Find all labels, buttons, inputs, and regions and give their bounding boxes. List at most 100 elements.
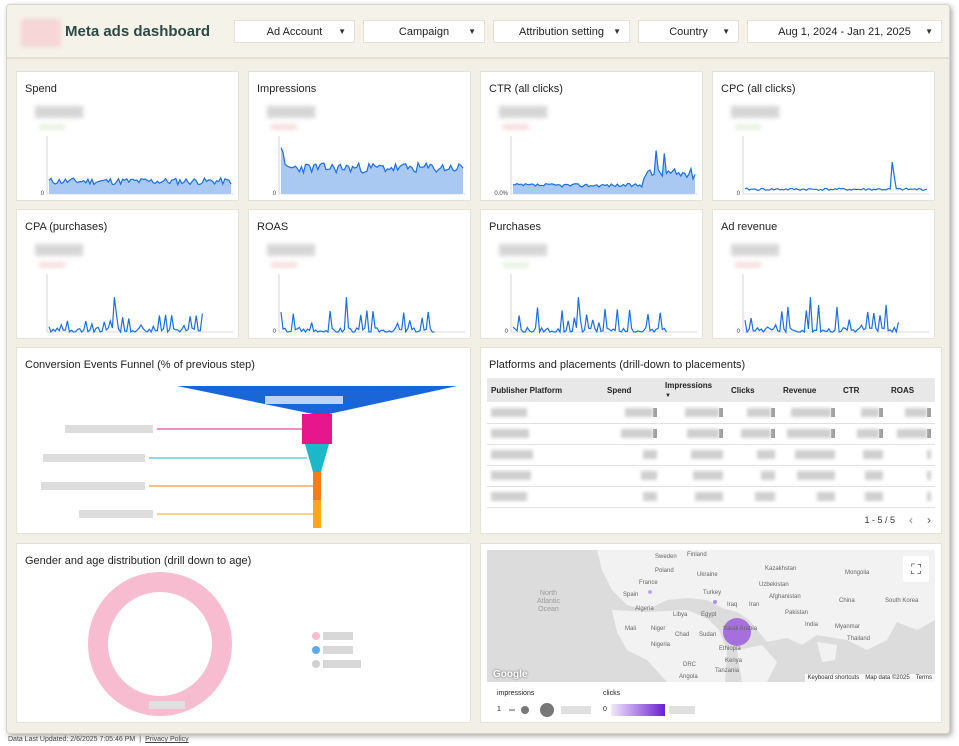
- page-title: Meta ads dashboard: [65, 23, 211, 40]
- clicks-legend-label: clicks: [603, 690, 621, 697]
- ad-account-filter[interactable]: Ad Account ▼: [234, 20, 355, 43]
- sparkline-area: [281, 147, 463, 194]
- col-revenue[interactable]: Revenue: [779, 378, 839, 402]
- map-country-label: France: [639, 580, 658, 586]
- map-country-label: Egypt: [701, 612, 717, 618]
- map-land: [487, 550, 935, 682]
- scorecard-title: Spend: [25, 83, 57, 95]
- col-impressions[interactable]: Impressions ▼: [661, 378, 727, 402]
- scorecard-value-blur: [35, 106, 83, 118]
- legend-label-1-blur: [323, 632, 353, 640]
- keyboard-shortcuts-link[interactable]: Keyboard shortcuts: [807, 675, 860, 681]
- legend-dot-1: [312, 632, 320, 640]
- col-roas[interactable]: ROAS: [887, 378, 935, 402]
- scorecard-delta-blur: [735, 124, 761, 130]
- cell-bar: [927, 407, 931, 417]
- cell-value-blur: [693, 471, 723, 481]
- map-country-label: Pakistan: [785, 610, 809, 616]
- scorecard-cpa-purchases: CPA (purchases) 01-0803-0906-1009-1111-12: [16, 209, 239, 339]
- table-row[interactable]: [487, 444, 935, 466]
- scorecard-delta-blur: [39, 124, 65, 130]
- map-country-label: Sweden: [655, 554, 677, 560]
- scorecard-spend: Spend 001-0803-0906-1009-1111-12: [16, 71, 239, 201]
- map-data-label: Map data ©2025: [865, 675, 910, 681]
- table-cell: [727, 465, 779, 487]
- map-country-label: Sudan: [699, 632, 717, 638]
- cell-bar: [831, 429, 835, 439]
- sparkline-line: [280, 297, 435, 334]
- funnel-label-2-blur: [65, 425, 153, 433]
- table-cell: [661, 444, 727, 466]
- campaign-filter[interactable]: Campaign ▼: [363, 20, 485, 43]
- map-card: North Atlantic Ocean Sweden Finland Kazakh…: [480, 543, 942, 723]
- cell-value-blur: [817, 492, 835, 502]
- privacy-policy-link[interactable]: Privacy Policy: [145, 736, 189, 743]
- dropdown-arrow-icon: ▼: [925, 27, 933, 36]
- cell-value-blur: [755, 492, 775, 502]
- legend-dot-2: [312, 646, 320, 654]
- cell-value-blur: [643, 492, 657, 502]
- table-cell: [887, 423, 935, 445]
- fullscreen-icon[interactable]: ⛶: [903, 556, 929, 582]
- map-country-label: India: [805, 622, 819, 628]
- cell-value-blur: [927, 492, 931, 502]
- cell-value-blur: [857, 429, 879, 439]
- cell-bar: [719, 407, 723, 417]
- cell-bar: [771, 407, 775, 417]
- ocean-label-line-3: Ocean: [538, 606, 559, 613]
- platforms-title: Platforms and placements (drill-down to …: [489, 359, 746, 371]
- table-cell: [727, 402, 779, 424]
- scorecard-sparkline: 001-0803-0906-1009-1111-12: [41, 136, 233, 197]
- table-row[interactable]: [487, 423, 935, 445]
- col-publisher-platform[interactable]: Publisher Platform: [487, 378, 603, 402]
- scorecard-sparkline: 001-0803-0906-1009-1111-12: [505, 274, 697, 335]
- scorecard-cpc-all-clicks: CPC (all clicks) 001-0803-0906-1009-1111-…: [712, 71, 935, 201]
- terms-link[interactable]: Terms: [915, 675, 932, 681]
- next-page-icon[interactable]: ›: [927, 513, 931, 527]
- col-spend[interactable]: Spend: [603, 378, 661, 402]
- scorecard-purchases: Purchases 001-0803-0906-1009-1111-12: [480, 209, 703, 339]
- map-country-label: Kenya: [725, 658, 743, 664]
- cell-value-blur: [695, 492, 723, 502]
- scorecard-impressions: Impressions 001-0803-0906-1009-1111-12: [248, 71, 471, 201]
- y-min-label: 0: [737, 329, 741, 335]
- sparkline-line: [48, 297, 203, 334]
- sort-desc-icon: ▼: [665, 393, 671, 399]
- map-country-label: Mongolia: [845, 570, 870, 576]
- scorecard-sparkline: 001-0803-0906-1009-1111-12: [273, 136, 465, 197]
- map-country-label: Thailand: [847, 636, 871, 642]
- date-range-filter[interactable]: Aug 1, 2024 - Jan 21, 2025 ▼: [747, 20, 942, 43]
- table-row[interactable]: [487, 465, 935, 487]
- col-ctr[interactable]: CTR: [839, 378, 887, 402]
- table-cell: [779, 444, 839, 466]
- scorecard-delta-blur: [503, 262, 529, 268]
- cell-value-blur: [747, 407, 771, 417]
- y-min-label: 0: [41, 191, 45, 197]
- country-filter[interactable]: Country ▼: [638, 20, 739, 43]
- cell-value-blur: [905, 407, 927, 417]
- scorecard-delta-blur: [503, 124, 529, 130]
- ad-account-label: Ad Account: [266, 25, 323, 38]
- table-header-row: Publisher Platform Spend Impressions ▼ Cl…: [487, 378, 935, 402]
- table-cell: [727, 423, 779, 445]
- geo-map[interactable]: North Atlantic Ocean Sweden Finland Kazakh…: [487, 550, 935, 682]
- table-cell: [487, 444, 603, 466]
- attribution-filter[interactable]: Attribution setting ▼: [493, 20, 630, 43]
- col-clicks[interactable]: Clicks: [727, 378, 779, 402]
- map-country-label: Chad: [675, 632, 690, 638]
- funnel-label-5-blur: [79, 510, 153, 518]
- cell-value-blur: [491, 492, 527, 502]
- table-cell: [887, 465, 935, 487]
- cell-value-blur: [741, 429, 771, 439]
- table-row[interactable]: [487, 486, 935, 508]
- sparkline-line: [280, 147, 464, 175]
- prev-page-icon[interactable]: ‹: [909, 513, 913, 527]
- table-row[interactable]: [487, 402, 935, 424]
- table-cell: [779, 486, 839, 508]
- map-attribution: Keyboard shortcuts Map data ©2025 Terms: [804, 674, 935, 682]
- cell-bar: [879, 407, 883, 417]
- scorecard-sparkline: 001-0803-0906-1009-1111-12: [737, 136, 929, 197]
- funnel-title: Conversion Events Funnel (% of previous …: [25, 359, 255, 371]
- funnel-stage-4: [313, 472, 321, 500]
- dropdown-arrow-icon: ▼: [338, 27, 346, 36]
